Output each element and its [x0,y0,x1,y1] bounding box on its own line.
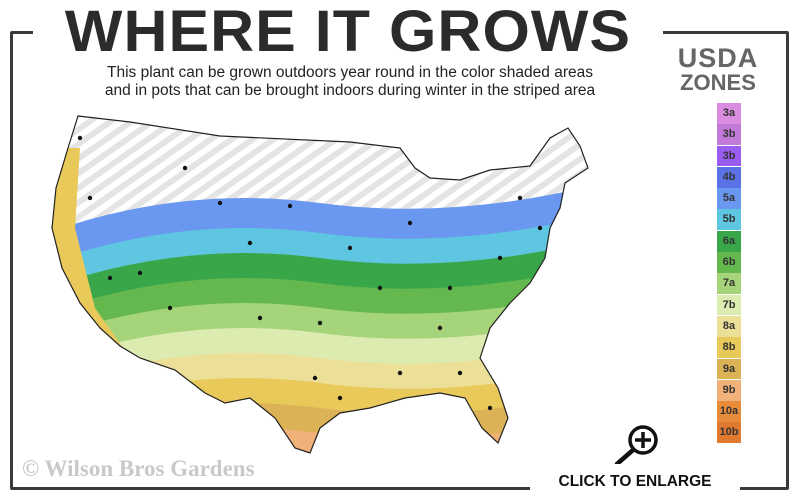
city-dot [447,285,453,291]
usda-zone-map[interactable] [20,108,640,468]
city-dot [217,200,223,206]
legend-zone-3b: 3b [717,124,741,146]
city-dot [312,375,318,381]
copyright-watermark: © Wilson Bros Gardens [22,456,255,481]
city-dot [317,320,323,326]
city-dot [257,315,263,321]
legend-zone-5b: 5b [717,209,741,231]
city-dot [457,370,463,376]
legend-zone-8b: 8b [717,337,741,359]
city-dot [537,225,543,231]
city-dot [397,370,403,376]
city-dot [247,240,253,246]
subtitle: This plant can be grown outdoors year ro… [40,64,660,100]
subtitle-line-2: and in pots that can be brought indoors … [104,82,596,99]
city-dot [497,255,503,261]
city-dot [107,275,113,281]
city-dot [167,305,173,311]
legend-title-line-1: USDA [677,43,759,73]
city-dot [437,325,443,331]
page-title: WHERE IT GROWS [33,0,663,64]
magnifier-plus-icon[interactable] [605,423,665,467]
city-dot [337,395,343,401]
city-dot [487,405,493,411]
legend-zone-6b: 6b [717,252,741,273]
city-dot [137,270,143,276]
legend-zone-3b: 3b [717,145,741,167]
city-dot [182,165,188,171]
legend-zone-6a: 6a [717,230,741,252]
legend-zone-10a: 10a [717,401,741,422]
legend-zone-7b: 7b [717,294,741,316]
legend-zone-4b: 4b [717,166,741,188]
city-dot [77,135,83,141]
city-dot [287,203,293,209]
legend-zone-9a: 9a [717,358,741,380]
legend-title-line-2: ZONES [680,70,756,95]
subtitle-line-1: This plant can be grown outdoors year ro… [107,64,593,81]
legend-zone-5a: 5a [717,188,741,209]
legend-title: USDA ZONES [656,44,780,94]
zone-legend: 3a 3b 3b 4b 5a 5b 6a 6b 7a 7b 8a 8b 9a 9b 10a 10b [717,103,741,444]
city-dot [347,245,353,251]
legend-zone-7a: 7a [717,273,741,295]
city-dot [407,220,413,226]
city-dot [87,195,93,201]
legend-zone-3a: 3a [717,103,741,124]
city-dot [377,285,383,291]
legend-zone-9b: 9b [717,379,741,401]
click-to-enlarge-button[interactable]: CLICK TO ENLARGE [530,464,740,500]
legend-zone-10b: 10b [717,422,741,444]
city-dot [517,195,523,201]
legend-zone-8a: 8a [717,315,741,337]
